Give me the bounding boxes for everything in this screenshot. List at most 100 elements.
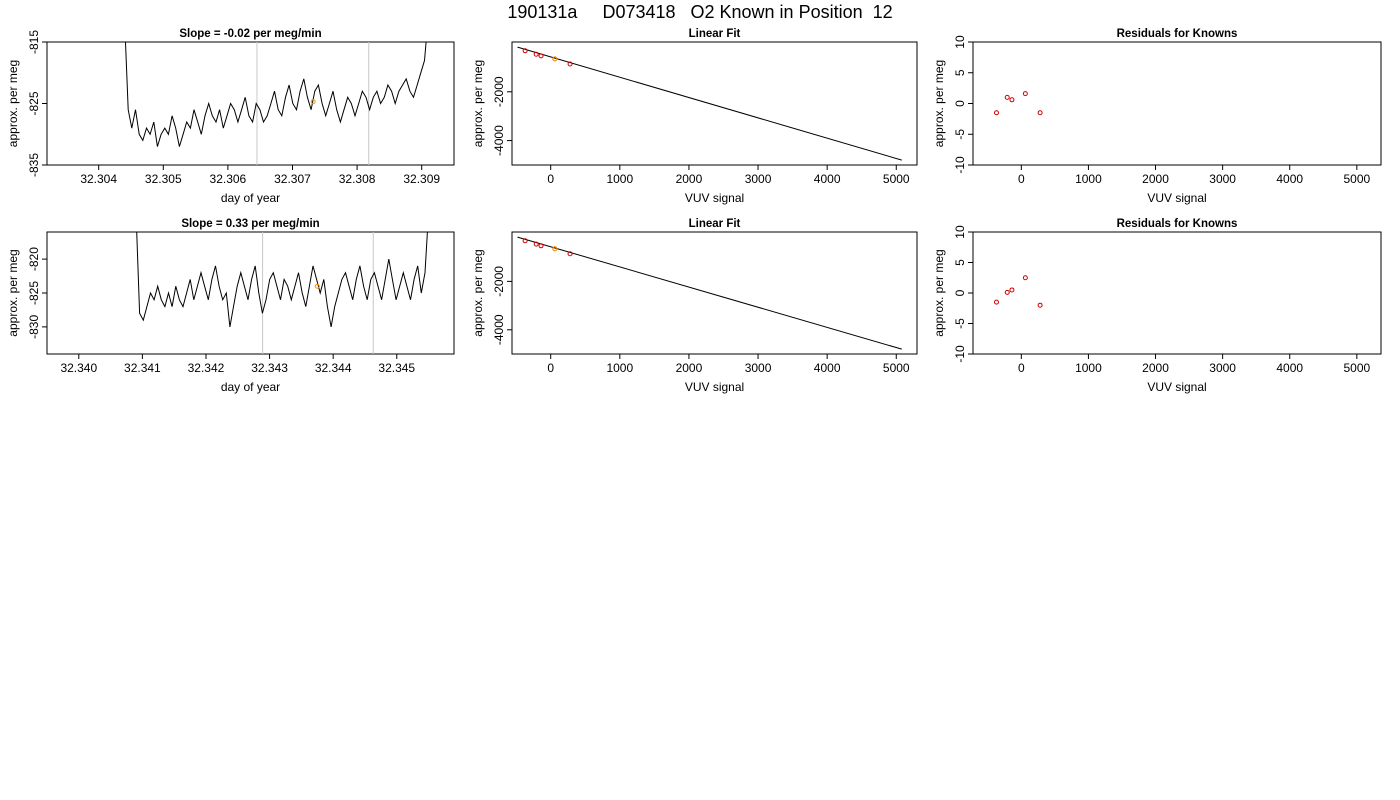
data-point	[567, 61, 573, 67]
x-tick-label: 0	[1018, 361, 1025, 375]
data-point	[1004, 289, 1010, 295]
data-point	[993, 299, 999, 305]
x-tick-label: 4000	[814, 361, 841, 375]
y-tick-label: -2000	[492, 266, 506, 297]
x-tick-label: 1000	[606, 172, 633, 186]
y-tick-label: 5	[953, 259, 967, 266]
y-tick-label: 10	[953, 35, 967, 49]
y-tick-label: -10	[953, 345, 967, 363]
x-axis-label: VUV signal	[1147, 191, 1206, 205]
plot-frame	[972, 231, 1382, 355]
x-tick-label: 32.341	[124, 361, 161, 375]
x-tick-label: 32.306	[210, 172, 247, 186]
y-tick-label: 10	[953, 225, 967, 239]
plot-frame	[46, 41, 455, 166]
chart-panel-2: Linear Fit 0 1000 2000 3000 4000 5000 -2000 -400…	[471, 28, 918, 205]
y-axis-label: approx. per meg	[932, 249, 946, 336]
y-tick-label: -5	[953, 318, 967, 329]
data-point	[1004, 94, 1010, 100]
x-tick-label: 2000	[676, 172, 703, 186]
x-tick-label: 2000	[1142, 361, 1169, 375]
y-tick-label: -820	[27, 247, 41, 271]
y-tick-label: -835	[27, 153, 41, 177]
y-axis-label: approx. per meg	[6, 249, 20, 336]
x-tick-label: 32.344	[315, 361, 352, 375]
x-axis-label: VUV signal	[685, 380, 744, 394]
plot-area	[993, 275, 1043, 308]
chart-title: Slope = -0.02 per meg/min	[179, 28, 321, 40]
x-tick-label: 3000	[1209, 361, 1236, 375]
x-tick-label: 1000	[606, 361, 633, 375]
y-tick-label: 5	[953, 69, 967, 76]
y-axis-label: approx. per meg	[932, 60, 946, 147]
series-line	[124, 42, 427, 147]
plot-area	[517, 236, 902, 350]
chart-title: Residuals for Knowns	[1117, 28, 1238, 40]
plot-area	[124, 42, 427, 165]
x-tick-label: 32.307	[274, 172, 311, 186]
x-tick-label: 32.305	[145, 172, 182, 186]
y-tick-label: 0	[953, 289, 967, 296]
chart-panel-1: Slope = -0.02 per meg/min 32.304 32.305 32.…	[6, 28, 455, 205]
y-tick-label: -815	[27, 30, 41, 54]
x-tick-label: 3000	[745, 361, 772, 375]
chart-panel-5: Linear Fit 0 1000 2000 3000 4000 5000 -2000 -400…	[471, 218, 918, 394]
page-title: 190131a D073418 O2 Known in Position 12	[507, 2, 893, 22]
x-tick-label: 4000	[1276, 361, 1303, 375]
x-tick-label: 3000	[1209, 172, 1236, 186]
data-point	[1037, 302, 1043, 308]
plot-frame	[46, 231, 455, 355]
plot-area	[136, 232, 428, 354]
x-tick-label: 2000	[676, 361, 703, 375]
x-axis-label: day of year	[221, 380, 280, 394]
series-line	[136, 232, 428, 327]
y-tick-label: -825	[27, 281, 41, 305]
x-tick-label: 32.340	[60, 361, 97, 375]
chart-panel-3: Residuals for Knowns 0 1000 2000 3000 4000 500…	[932, 28, 1382, 205]
data-point	[538, 243, 544, 249]
plot-frame	[972, 41, 1382, 166]
x-tick-label: 4000	[814, 172, 841, 186]
data-point	[1022, 91, 1028, 97]
data-point	[1022, 275, 1028, 281]
highlight-point	[552, 56, 558, 62]
data-point	[1037, 110, 1043, 116]
chart-panel-6: Residuals for Knowns 0 1000 2000 3000 4000 500…	[932, 218, 1382, 394]
y-tick-label: -4000	[492, 314, 506, 345]
x-tick-label: 5000	[883, 361, 910, 375]
highlight-marker	[310, 99, 316, 105]
chart-title: Linear Fit	[689, 218, 741, 230]
data-point	[993, 110, 999, 116]
chart-title: Linear Fit	[689, 28, 741, 40]
x-tick-label: 1000	[1075, 361, 1102, 375]
x-tick-label: 5000	[1343, 172, 1370, 186]
plot-area	[993, 91, 1043, 116]
x-tick-label: 3000	[745, 172, 772, 186]
data-point	[567, 251, 573, 257]
x-tick-label: 5000	[1343, 361, 1370, 375]
y-tick-label: -825	[27, 91, 41, 115]
y-axis-label: approx. per meg	[6, 60, 20, 147]
chart-title: Slope = 0.33 per meg/min	[181, 218, 319, 230]
data-point	[1009, 287, 1015, 293]
chart-panel-4: Slope = 0.33 per meg/min 32.340 32.341 32.3…	[6, 218, 455, 394]
data-point	[1009, 97, 1015, 103]
data-point	[533, 241, 539, 247]
y-axis-label: approx. per meg	[471, 60, 485, 147]
data-point	[522, 238, 528, 244]
plot-frame	[511, 231, 918, 355]
y-tick-label: 0	[953, 100, 967, 107]
x-axis-label: day of year	[221, 191, 280, 205]
y-tick-label: -5	[953, 129, 967, 140]
data-point	[538, 53, 544, 59]
x-tick-label: 5000	[883, 172, 910, 186]
chart-title: Residuals for Knowns	[1117, 218, 1238, 230]
fit-line	[517, 46, 902, 161]
y-tick-label: -4000	[492, 125, 506, 156]
x-tick-label: 0	[1018, 172, 1025, 186]
plot-frame	[511, 41, 918, 166]
y-tick-label: -830	[27, 315, 41, 339]
x-tick-label: 32.304	[80, 172, 117, 186]
x-tick-label: 1000	[1075, 172, 1102, 186]
